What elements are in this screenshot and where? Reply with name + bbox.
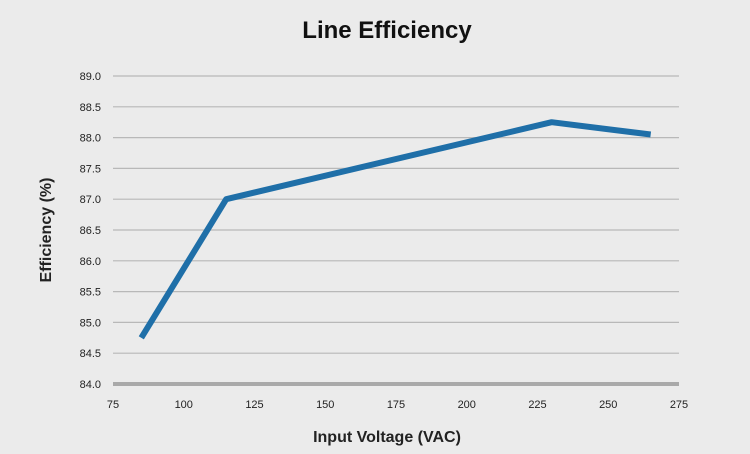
y-tick-label: 85.0 — [80, 317, 101, 329]
x-tick-label: 225 — [528, 399, 546, 411]
y-tick-labels: 84.0 84.5 85.0 85.5 86.0 86.5 87.0 87.5 88.0 88.5… — [80, 71, 101, 391]
y-tick-label: 86.5 — [80, 225, 101, 237]
y-tick-label: 88.0 — [80, 133, 101, 145]
x-axis-label: Input Voltage (VAC) — [313, 429, 461, 446]
chart-title: Line Efficiency — [302, 17, 472, 44]
grid — [113, 75, 679, 386]
series-line-0 — [138, 119, 652, 340]
x-tick-label: 100 — [175, 399, 193, 411]
series-group — [138, 119, 652, 340]
x-tick-label: 200 — [458, 399, 476, 411]
y-tick-label: 84.0 — [80, 379, 101, 391]
x-tick-label: 150 — [316, 399, 334, 411]
y-tick-label: 87.5 — [80, 163, 101, 175]
x-tick-label: 75 — [107, 399, 119, 411]
y-tick-label: 85.5 — [80, 287, 101, 299]
y-tick-label: 84.5 — [80, 348, 101, 360]
x-tick-labels: 75 100 125 150 175 200 225 250 275 — [107, 399, 688, 411]
x-tick-label: 275 — [670, 399, 688, 411]
y-axis-label: Efficiency (%) — [38, 178, 55, 283]
x-tick-label: 250 — [599, 399, 617, 411]
y-tick-label: 89.0 — [80, 71, 101, 83]
y-tick-label: 88.5 — [80, 102, 101, 114]
x-tick-label: 125 — [245, 399, 263, 411]
x-tick-label: 175 — [387, 399, 405, 411]
y-tick-label: 86.0 — [80, 256, 101, 268]
y-tick-label: 87.0 — [80, 194, 101, 206]
